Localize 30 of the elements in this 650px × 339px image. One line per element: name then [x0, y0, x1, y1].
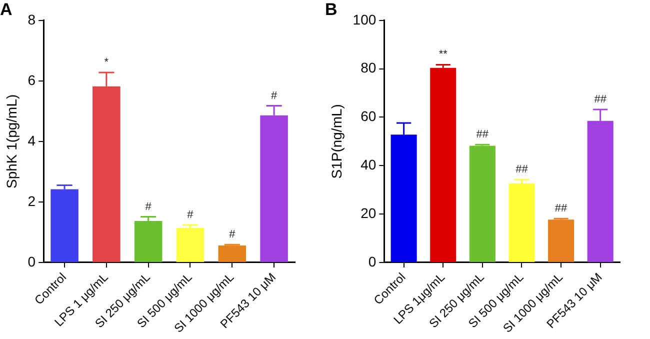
annotation: ## [594, 94, 608, 106]
y-tick-label: 20 [360, 204, 376, 221]
annotation: ** [438, 48, 448, 61]
chart-title: B [325, 0, 338, 19]
y-tick-label: 0 [368, 253, 376, 270]
y-tick-label: 60 [360, 108, 376, 124]
chart-title: A [0, 0, 12, 19]
bar [469, 146, 496, 262]
y-tick-label: 0 [28, 253, 36, 270]
annotation: # [229, 228, 236, 241]
bar [218, 246, 246, 262]
y-tick-label: 6 [28, 72, 36, 88]
annotation: # [187, 208, 194, 221]
y-axis-title: S1P(ng/mL) [328, 104, 344, 179]
annotation: ## [476, 128, 490, 141]
bar [430, 68, 456, 262]
annotation: # [270, 90, 278, 102]
bar [548, 220, 574, 262]
annotation: ## [554, 202, 568, 215]
bar [176, 228, 204, 262]
y-tick-label: 8 [28, 11, 36, 28]
y-tick-label: 100 [352, 11, 376, 28]
y-tick-label: 80 [360, 60, 376, 76]
y-tick-label: 4 [28, 132, 36, 148]
annotation: ## [516, 164, 529, 176]
annotation: # [145, 200, 152, 213]
annotation: * [104, 56, 110, 68]
y-tick-label: 2 [28, 192, 36, 209]
y-tick-label: 40 [360, 156, 376, 172]
y-axis-title: SphK 1(pg/mL) [3, 94, 20, 189]
